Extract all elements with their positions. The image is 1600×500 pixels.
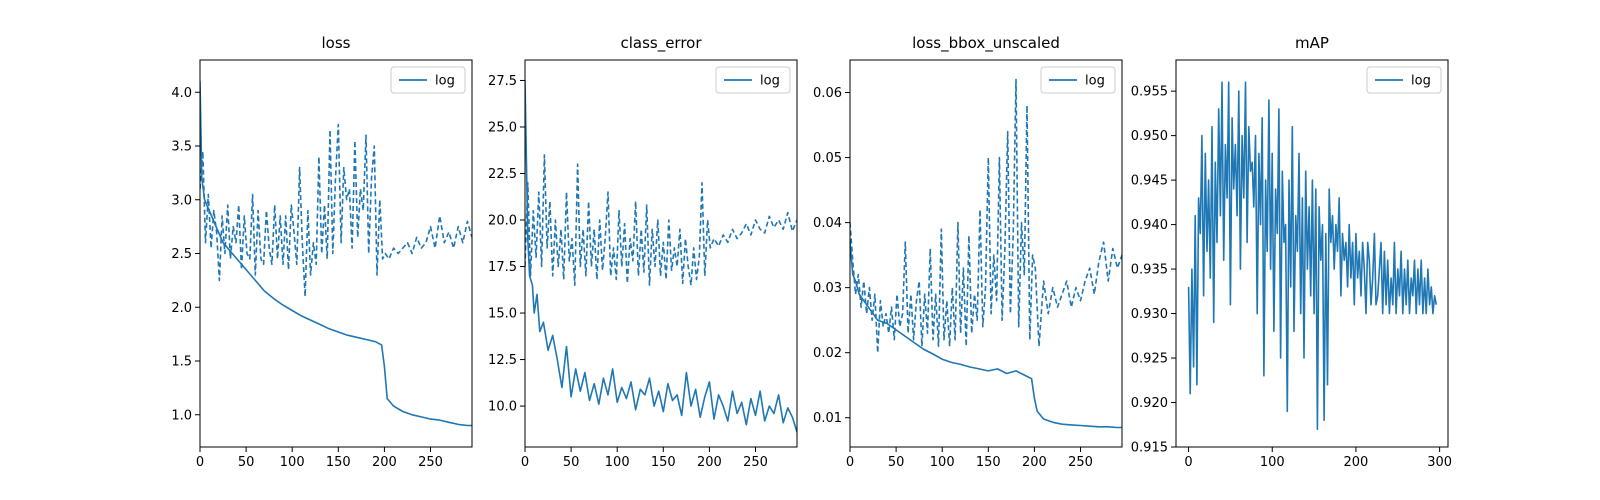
legend-box: [1366, 66, 1442, 94]
plot-frame: [524, 59, 798, 448]
y-tick-label: 0.920: [1131, 396, 1168, 411]
chart-title: mAP: [1295, 34, 1329, 52]
plot-frame: [1175, 59, 1449, 448]
series-line-solid: [525, 80, 797, 433]
x-tick-label: 100: [1260, 455, 1285, 470]
x-tick-label: 50: [563, 455, 580, 470]
x-tick-label: 300: [1427, 455, 1452, 470]
plot-frame: [849, 59, 1123, 448]
chart-title: loss: [322, 34, 351, 52]
series-group: [200, 81, 472, 427]
series-line-dashed: [525, 154, 797, 286]
y-tick-label: 0.05: [813, 151, 842, 166]
legend-label: log: [760, 74, 780, 89]
y-tick-label: 3.5: [171, 140, 192, 155]
y-tick-label: 27.5: [488, 74, 517, 89]
y-tick-label: 0.945: [1131, 174, 1168, 189]
x-tick-label: 0: [196, 455, 204, 470]
chart-panel-loss: loss 0 50 100 150 200 250 1.0 1.5 2.0 2.5 3.0 3.5 4.0…: [171, 34, 473, 470]
y-tick-label: 17.5: [488, 260, 517, 275]
legend-box: [390, 66, 466, 94]
y-tick-label: 0.930: [1131, 307, 1168, 322]
y-tick-label: 0.955: [1131, 85, 1168, 100]
x-tick-label: 50: [238, 455, 255, 470]
x-tick-label: 250: [418, 455, 443, 470]
chart-panel-class-error: class_error 0 50 100 150 200 250 10.0 12.5 15.0 17…: [488, 34, 798, 470]
y-tick-label: 25.0: [488, 120, 517, 135]
x-tick-label: 250: [1068, 455, 1093, 470]
series-line-dashed: [200, 123, 472, 298]
y-tick-label: 1.5: [171, 355, 192, 370]
x-tick-label: 150: [976, 455, 1001, 470]
y-tick-label: 0.940: [1131, 218, 1168, 233]
legend: log: [715, 66, 791, 94]
series-line-dashed: [850, 78, 1122, 354]
y-tick-label: 12.5: [488, 353, 517, 368]
y-tick-label: 0.06: [813, 86, 842, 101]
x-tick-label: 150: [326, 455, 351, 470]
series-line-solid: [200, 81, 472, 427]
x-tick-label: 200: [1344, 455, 1369, 470]
x-tick-label: 100: [280, 455, 305, 470]
legend-label: log: [435, 74, 455, 89]
x-tick-label: 100: [605, 455, 630, 470]
x-tick-label: 250: [743, 455, 768, 470]
y-tick-label: 20.0: [488, 214, 517, 229]
x-tick-label: 200: [697, 455, 722, 470]
y-tick-label: 2.0: [171, 301, 192, 316]
legend: log: [1040, 66, 1116, 94]
series-line-solid: [850, 242, 1122, 429]
y-tick-label: 0.01: [813, 411, 842, 426]
legend: log: [1366, 66, 1442, 94]
plot-frame: [199, 59, 473, 448]
y-tick-label: 0.04: [813, 216, 842, 231]
y-tick-label: 15.0: [488, 307, 517, 322]
y-tick-label: 22.5: [488, 167, 517, 182]
x-tick-label: 150: [651, 455, 676, 470]
x-tick-label: 200: [1022, 455, 1047, 470]
x-tick-label: 0: [521, 455, 529, 470]
x-tick-label: 200: [372, 455, 397, 470]
x-tick-label: 0: [846, 455, 854, 470]
y-tick-label: 0.915: [1131, 441, 1168, 456]
x-tick-label: 50: [888, 455, 905, 470]
x-tick-label: 100: [930, 455, 955, 470]
y-tick-label: 0.02: [813, 346, 842, 361]
legend-box: [1040, 66, 1116, 94]
y-tick-label: 3.0: [171, 193, 192, 208]
chart-panel-map: mAP 0 100 200 300 0.915 0.920 0.925 0.930 0.935 0.…: [1131, 34, 1452, 470]
legend-label: log: [1411, 74, 1431, 89]
legend: log: [390, 66, 466, 94]
series-group: [1187, 81, 1438, 431]
y-tick-label: 1.0: [171, 408, 192, 423]
y-tick-label: 0.950: [1131, 129, 1168, 144]
y-tick-label: 2.5: [171, 247, 192, 262]
legend-label: log: [1085, 74, 1105, 89]
chart-title: loss_bbox_unscaled: [912, 34, 1060, 53]
x-tick-label: 0: [1184, 455, 1192, 470]
series-group: [525, 80, 797, 433]
y-tick-label: 10.0: [488, 400, 517, 415]
chart-panel-loss-bbox-unscaled: loss_bbox_unscaled 0 50 100 150 200 250 0.01 0.0…: [813, 34, 1123, 470]
y-tick-label: 0.03: [813, 281, 842, 296]
series-line-solid: [1187, 81, 1438, 431]
chart-title: class_error: [620, 34, 702, 53]
y-tick-label: 4.0: [171, 86, 192, 101]
legend-box: [715, 66, 791, 94]
series-group: [850, 78, 1122, 429]
y-tick-label: 0.925: [1131, 352, 1168, 367]
y-tick-label: 0.935: [1131, 263, 1168, 278]
